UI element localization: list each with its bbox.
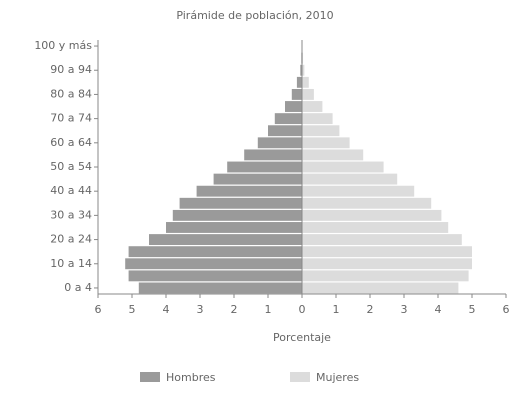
y-tick-label: 100 y más (34, 39, 92, 52)
y-tick-label: 40 a 44 (50, 184, 92, 197)
x-tick-label: 5 (469, 303, 476, 316)
bar (166, 222, 302, 233)
bar (302, 77, 309, 88)
bar (302, 258, 472, 269)
x-tick-label: 2 (231, 303, 238, 316)
bar (302, 234, 462, 245)
bar (302, 198, 431, 209)
x-axis-label: Porcentaje (273, 331, 331, 344)
bar (302, 89, 314, 100)
bar (173, 210, 302, 221)
bar (302, 137, 350, 148)
y-tick-label: 80 a 84 (50, 87, 92, 100)
y-tick-label: 30 a 34 (50, 208, 92, 221)
x-tick-label: 0 (299, 303, 306, 316)
bar (297, 77, 302, 88)
x-tick-label: 4 (163, 303, 170, 316)
bar (214, 174, 302, 185)
bar (292, 89, 302, 100)
bar (302, 186, 414, 197)
bar (129, 246, 302, 257)
bar (302, 174, 397, 185)
bar (227, 162, 302, 173)
bar (258, 137, 302, 148)
legend-swatch (140, 372, 160, 382)
y-tick-label: 50 a 54 (50, 160, 92, 173)
bar (275, 113, 302, 124)
legend-label: Hombres (166, 371, 216, 384)
bar (125, 258, 302, 269)
y-tick-label: 20 a 24 (50, 233, 92, 246)
y-tick-label: 10 a 14 (50, 257, 92, 270)
bar (302, 210, 441, 221)
bar (129, 270, 302, 281)
x-tick-label: 2 (367, 303, 374, 316)
y-tick-label: 90 a 94 (50, 63, 92, 76)
x-tick-label: 1 (333, 303, 340, 316)
bar (302, 283, 458, 294)
bar (302, 125, 339, 136)
x-tick-label: 1 (265, 303, 272, 316)
bar (302, 270, 469, 281)
bar (149, 234, 302, 245)
bar (302, 246, 472, 257)
bar (268, 125, 302, 136)
y-tick-label: 60 a 64 (50, 136, 92, 149)
bar (302, 101, 322, 112)
y-tick-label: 0 a 4 (64, 281, 92, 294)
bar (302, 222, 448, 233)
y-tick-label: 70 a 74 (50, 112, 92, 125)
x-tick-label: 3 (401, 303, 408, 316)
bar (244, 149, 302, 160)
legend-label: Mujeres (316, 371, 359, 384)
bar (302, 149, 363, 160)
bar (180, 198, 302, 209)
bar (302, 162, 384, 173)
bar (285, 101, 302, 112)
bar (139, 283, 302, 294)
bar (197, 186, 302, 197)
x-tick-label: 3 (197, 303, 204, 316)
chart-title: Pirámide de población, 2010 (176, 9, 333, 22)
bar (302, 113, 333, 124)
x-tick-label: 6 (503, 303, 510, 316)
x-tick-label: 4 (435, 303, 442, 316)
x-tick-label: 6 (95, 303, 102, 316)
legend-swatch (290, 372, 310, 382)
x-tick-label: 5 (129, 303, 136, 316)
